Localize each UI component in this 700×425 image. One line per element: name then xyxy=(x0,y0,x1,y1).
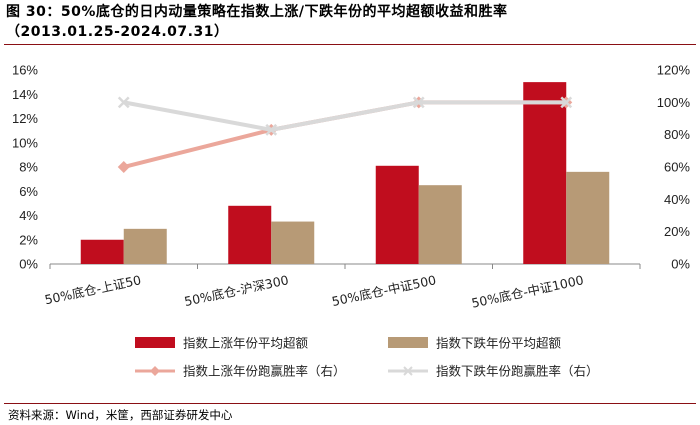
y-right-tick-label: 60% xyxy=(664,160,690,175)
y-right-tick-label: 80% xyxy=(664,127,690,142)
y-right-tick-label: 20% xyxy=(664,224,690,239)
legend-swatch-bar xyxy=(388,337,428,348)
y-left-tick-label: 8% xyxy=(19,160,38,175)
y-left-tick-label: 2% xyxy=(19,232,38,247)
y-left-tick-label: 6% xyxy=(19,184,38,199)
y-right-tick-label: 0% xyxy=(671,257,690,272)
bar-1 xyxy=(228,205,272,264)
line-point-cross xyxy=(265,123,278,136)
y-left-tick-label: 10% xyxy=(12,135,38,150)
bar-2 xyxy=(418,185,462,264)
bar-1 xyxy=(523,82,567,264)
figure-title: 图 30：50%底仓的日内动量策略在指数上涨/下跌年份的平均超额收益和胜率 （2… xyxy=(6,2,696,42)
line-series-1 xyxy=(123,100,567,169)
bar-2 xyxy=(123,228,167,264)
y-left-tick-label: 12% xyxy=(12,111,38,126)
bar-1 xyxy=(80,239,124,264)
legend-marker-cross xyxy=(403,366,413,376)
source-divider xyxy=(4,403,696,404)
line-series-2 xyxy=(123,100,567,132)
chart-lines xyxy=(117,96,573,173)
chart-axes: 0% 2% 4% 6% 8% 10% 12% 14% 16% 0% 20% 40% 60% 80% 100%… xyxy=(12,63,690,272)
figure-title-line2: （2013.01.25-2024.07.31） xyxy=(6,24,229,40)
chart-bars xyxy=(80,82,610,264)
bar-2 xyxy=(566,171,610,264)
category-labels: 50%底仓-上证50 50%底仓-沪深300 50%底仓-中证500 50%底仓-中证… xyxy=(43,272,585,310)
y-right-tick-label: 100% xyxy=(657,95,691,110)
legend-label: 指数上涨年份跑赢胜率（右） xyxy=(183,364,346,379)
y-left-tick-label: 0% xyxy=(19,257,38,272)
source-note: 资料来源：Wind，米筐，西部证券研发中心 xyxy=(8,408,233,422)
legend-marker-diamond xyxy=(150,366,160,376)
line-point-cross xyxy=(560,96,573,109)
line-point-diamond xyxy=(117,161,130,173)
y-right-tick-label: 40% xyxy=(664,192,690,207)
figure-title-line1: 图 30：50%底仓的日内动量策略在指数上涨/下跌年份的平均超额收益和胜率 xyxy=(6,4,508,20)
x-category-label: 50%底仓-中证500 xyxy=(330,272,437,309)
title-divider xyxy=(4,44,696,45)
legend-label: 指数下跌年份平均超额 xyxy=(436,336,562,351)
legend-swatch-bar xyxy=(135,337,175,348)
line-point-cross xyxy=(117,96,130,109)
bar-1 xyxy=(375,165,419,264)
y-left-tick-label: 14% xyxy=(12,87,38,102)
x-category-label: 50%底仓-上证50 xyxy=(43,272,142,307)
legend-label: 指数上涨年份平均超额 xyxy=(183,336,309,351)
legend-label: 指数下跌年份跑赢胜率（右） xyxy=(436,364,599,379)
x-category-label: 50%底仓-沪深300 xyxy=(183,272,290,309)
y-left-tick-label: 4% xyxy=(19,208,38,223)
x-category-label: 50%底仓-中证1000 xyxy=(470,272,585,310)
bar-2 xyxy=(271,221,315,264)
line-point-cross xyxy=(412,96,425,109)
y-left-tick-label: 16% xyxy=(12,63,38,78)
y-right-tick-label: 120% xyxy=(657,63,691,78)
